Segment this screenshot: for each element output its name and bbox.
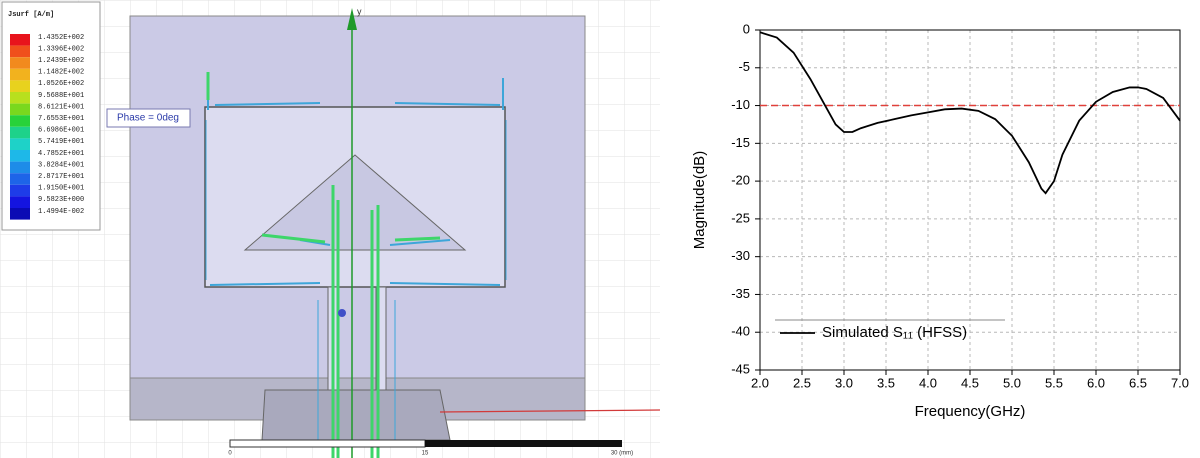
legend-value: 9.5823E+000 [38, 196, 84, 204]
y-tick-label: -30 [731, 248, 750, 263]
chart: Frequency(GHz) Magnitude(dB) 2.0 2.5 3.0 3.… [691, 21, 1189, 420]
legend-label: Simulated S₁₁ (HFSS) [822, 324, 967, 341]
phase-label: Phase = 0deg [117, 113, 179, 124]
x-axis-line [439, 409, 661, 413]
phase-box [106, 108, 191, 128]
axis-label: y [357, 6, 362, 16]
scale-bar-white [229, 439, 426, 448]
x-tick-label: 6.0 [1087, 375, 1105, 390]
data-line [759, 31, 1181, 195]
legend-title: Jsurf [A/m] [8, 11, 54, 19]
y-tick-label: -5 [738, 59, 750, 74]
x-axis-title: Frequency(GHz) [915, 403, 1026, 420]
x-tick-label: 3.0 [835, 375, 853, 390]
legend-swatch [10, 150, 30, 162]
legend-swatch [10, 173, 30, 185]
triangle-patch [243, 154, 467, 251]
legend-value: 1.4352E+002 [38, 34, 84, 42]
legend-value: 5.7419E+001 [38, 138, 84, 146]
x-tick-label: 2.5 [793, 375, 811, 390]
legend-swatch [10, 103, 30, 116]
y-tick-label: 0 [743, 21, 750, 36]
y-tick-label: -20 [731, 173, 750, 188]
legend-value: 3.8284E+001 [38, 161, 84, 169]
legend-value: 8.6121E+001 [38, 103, 84, 111]
legend-value: 1.4994E-002 [38, 208, 84, 216]
scale-label: 0 [228, 451, 232, 457]
legend-swatch [10, 184, 30, 197]
legend-swatch [10, 138, 30, 150]
simulation-panel: y Phase = 0deg Jsurf [A/m] 1.4352E+002 1.… [0, 0, 661, 458]
scale-label: 15 [422, 451, 429, 457]
legend-swatch [10, 57, 30, 69]
plot-frame [759, 29, 1181, 371]
legend-swatch [10, 80, 30, 92]
legend-swatch [10, 92, 30, 104]
y-tick-label: -10 [731, 97, 750, 112]
current-arrows [205, 75, 507, 440]
y-axis-arrow [347, 8, 357, 30]
legend-value: 1.0526E+002 [38, 80, 84, 88]
y-axis-title: Magnitude(dB) [691, 151, 708, 249]
legend-value: 1.1482E+002 [38, 69, 84, 77]
y-tick-label: -15 [731, 135, 750, 150]
x-tick-label: 6.5 [1129, 375, 1147, 390]
port [261, 389, 451, 441]
x-tick-label: 4.0 [919, 375, 937, 390]
origin-marker [338, 309, 346, 317]
legend-swatch [10, 45, 30, 58]
legend-value: 1.9150E+001 [38, 185, 84, 193]
x-tick-label: 4.5 [961, 375, 979, 390]
legend-swatch [10, 196, 30, 208]
y-tick-label: -45 [731, 361, 750, 376]
legend-swatch [10, 68, 30, 81]
x-tick-label: 7.0 [1171, 375, 1189, 390]
y-tick-label: -40 [731, 324, 750, 339]
legend-value: 4.7852E+001 [38, 150, 84, 158]
x-tick-label: 5.0 [1003, 375, 1021, 390]
legend-value: 6.6986E+001 [38, 127, 84, 135]
legend-swatch [10, 34, 30, 46]
legend-value: 9.5688E+001 [38, 92, 84, 100]
current-arrows-strong [206, 72, 441, 458]
y-tick-label: -25 [731, 210, 750, 225]
legend-value: 2.8717E+001 [38, 173, 84, 181]
legend-swatch [10, 126, 30, 139]
x-tick-label: 2.0 [751, 375, 769, 390]
legend-swatch [10, 208, 30, 220]
x-tick-label: 5.5 [1045, 375, 1063, 390]
legend-value: 1.2439E+002 [38, 57, 84, 65]
x-tick-label: 3.5 [877, 375, 895, 390]
legend-value: 7.6553E+001 [38, 115, 84, 123]
scale-bar-black [425, 440, 622, 447]
scale-label: 30 (mm) [611, 451, 633, 457]
legend-value: 1.3396E+002 [38, 45, 84, 53]
legend-swatch [10, 161, 30, 174]
y-tick-label: -35 [731, 286, 750, 301]
legend-swatch [10, 115, 30, 127]
